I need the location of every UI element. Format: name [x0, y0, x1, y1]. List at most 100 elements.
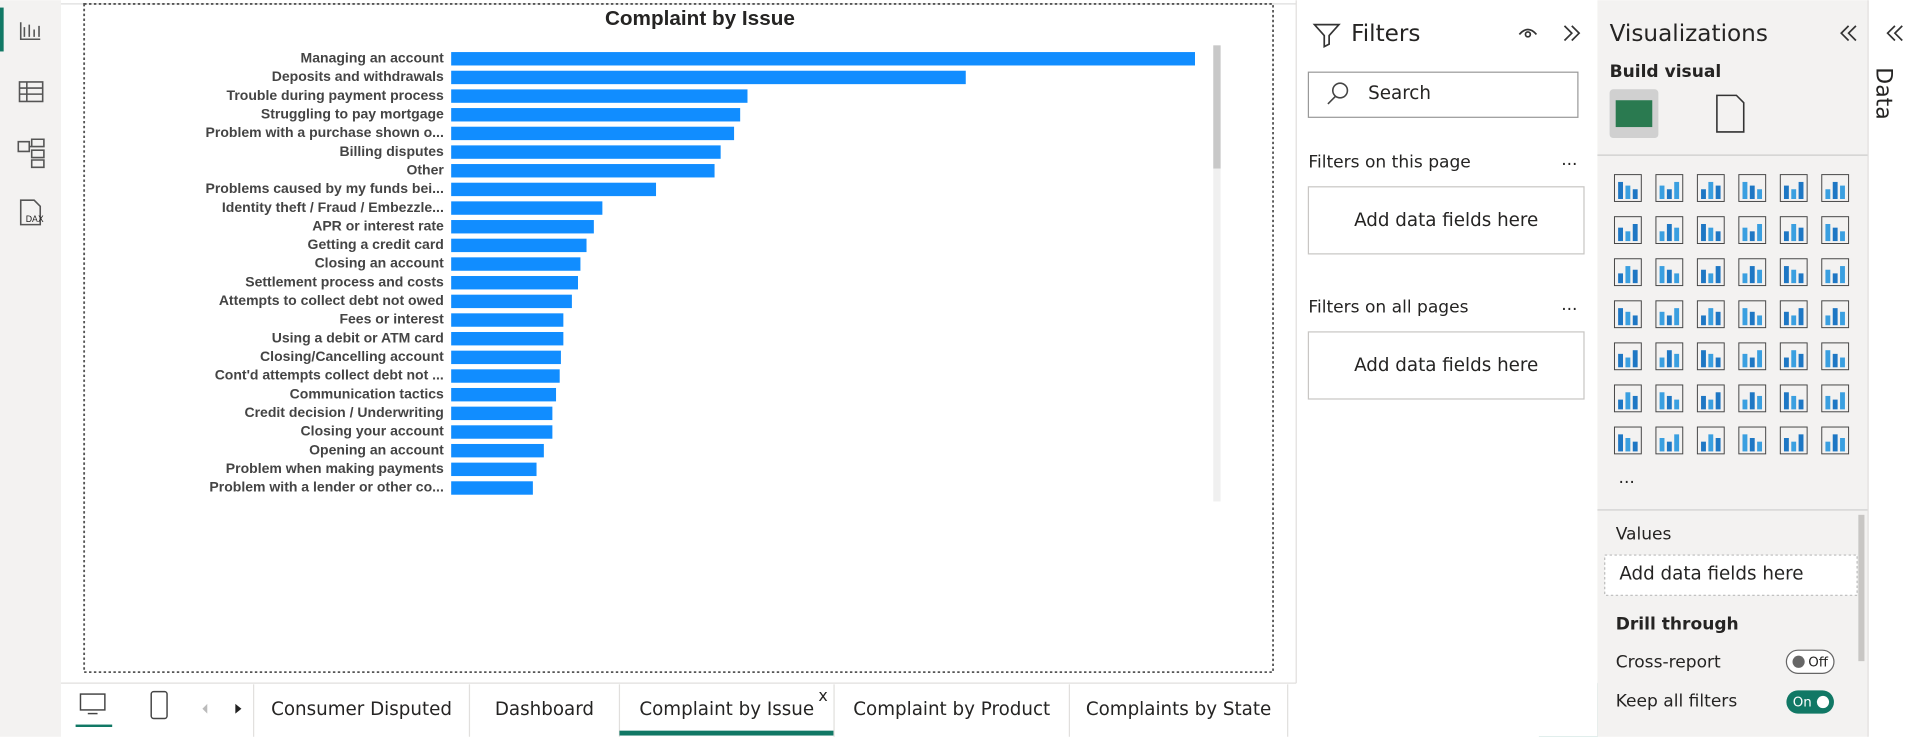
visual-icon[interactable]	[1779, 258, 1808, 287]
visual-border[interactable]	[83, 2, 1274, 674]
visual-icon[interactable]	[1821, 384, 1850, 413]
bar[interactable]	[451, 126, 735, 141]
eye-icon[interactable]	[1518, 28, 1538, 38]
bar[interactable]	[451, 201, 603, 215]
visual-icon[interactable]	[1779, 384, 1808, 413]
visual-icon[interactable]	[1613, 258, 1642, 287]
visual-icon[interactable]	[1613, 426, 1642, 455]
page-tab[interactable]: Complaint by Issue	[639, 699, 814, 720]
format-visual-tab[interactable]	[1716, 94, 1745, 133]
bar[interactable]	[451, 145, 721, 159]
bar[interactable]	[451, 108, 741, 122]
tab-close[interactable]: x	[818, 686, 827, 705]
visual-icon[interactable]	[1655, 174, 1684, 202]
page-tab[interactable]: Complaint by Product	[853, 699, 1050, 720]
bar[interactable]	[451, 313, 564, 327]
drop-zone[interactable]	[1604, 554, 1858, 596]
page-tab[interactable]: Complaints by State	[1086, 699, 1271, 720]
bar[interactable]	[451, 443, 544, 458]
collapse-filters[interactable]	[1563, 25, 1581, 42]
table-view-icon[interactable]	[18, 81, 44, 103]
more-options[interactable]: ...	[1561, 150, 1577, 170]
icon-shape	[1618, 399, 1624, 410]
more-options[interactable]: ...	[1561, 295, 1577, 315]
more-visuals[interactable]: ...	[1619, 468, 1635, 488]
visual-icon[interactable]	[1613, 216, 1642, 245]
bar[interactable]	[451, 406, 553, 421]
bar[interactable]	[451, 89, 748, 103]
bar[interactable]	[451, 220, 594, 234]
visual-icon[interactable]	[1738, 216, 1767, 245]
mobile-icon[interactable]	[150, 690, 168, 720]
visual-icon[interactable]	[1738, 342, 1767, 371]
visual-icon[interactable]	[1738, 300, 1767, 329]
visual-icon[interactable]	[1655, 384, 1684, 413]
visual-icon[interactable]	[1696, 174, 1725, 202]
icon-frame	[1655, 426, 1684, 455]
visual-icon[interactable]	[1779, 426, 1808, 455]
icon-shape	[1791, 315, 1797, 326]
report-view-icon[interactable]	[19, 22, 41, 41]
collapse-visualizations[interactable]	[1840, 25, 1857, 42]
visual-icon[interactable]	[1696, 426, 1725, 455]
visual-icon[interactable]	[1779, 216, 1808, 245]
bar[interactable]	[451, 182, 657, 197]
visual-icon[interactable]	[1655, 426, 1684, 455]
visual-icon[interactable]	[1655, 258, 1684, 287]
tab-prev[interactable]	[202, 703, 208, 714]
dax-view-icon[interactable]	[19, 199, 42, 226]
bar[interactable]	[451, 294, 572, 309]
visual-icon[interactable]	[1613, 174, 1642, 202]
visual-icon[interactable]	[1696, 216, 1725, 245]
bar[interactable]	[451, 350, 561, 365]
page-tab[interactable]: Dashboard	[495, 699, 594, 720]
visual-icon[interactable]	[1779, 174, 1808, 202]
visual-icon[interactable]	[1821, 174, 1850, 202]
visual-icon[interactable]	[1613, 342, 1642, 371]
visual-icon[interactable]	[1779, 342, 1808, 371]
viz-scrollbar[interactable]	[1858, 514, 1865, 662]
bar[interactable]	[451, 481, 533, 495]
visual-icon[interactable]	[1613, 300, 1642, 329]
bar[interactable]	[451, 52, 1195, 66]
bar[interactable]	[451, 164, 715, 178]
bar[interactable]	[451, 331, 564, 346]
visual-icon[interactable]	[1613, 384, 1642, 413]
icon-frame	[1738, 384, 1767, 413]
page-tab[interactable]: Consumer Disputed	[271, 699, 452, 720]
visual-icon[interactable]	[1655, 342, 1684, 371]
visual-icon[interactable]	[1821, 216, 1850, 245]
model-view-icon[interactable]	[17, 138, 45, 169]
visual-icon[interactable]	[1696, 342, 1725, 371]
drop-zone[interactable]	[1307, 331, 1585, 400]
visual-icon[interactable]	[1821, 342, 1850, 371]
bar[interactable]	[451, 387, 557, 402]
scrollbar-thumb[interactable]	[1213, 45, 1221, 169]
bar[interactable]	[451, 425, 553, 439]
visual-icon[interactable]	[1738, 426, 1767, 455]
visual-icon[interactable]	[1696, 384, 1725, 413]
visual-icon[interactable]	[1655, 300, 1684, 329]
visual-icon[interactable]	[1696, 258, 1725, 287]
visual-icon[interactable]	[1738, 174, 1767, 202]
bar[interactable]	[451, 238, 587, 253]
visual-icon[interactable]	[1821, 300, 1850, 329]
icon-frame	[1696, 384, 1725, 413]
expand-data[interactable]	[1886, 25, 1903, 42]
bar[interactable]	[451, 276, 578, 290]
bar[interactable]	[451, 257, 581, 271]
visual-icon[interactable]	[1655, 216, 1684, 245]
visual-icon[interactable]	[1779, 300, 1808, 329]
tab-next[interactable]	[235, 703, 242, 714]
bar[interactable]	[451, 462, 537, 477]
visual-icon[interactable]	[1738, 258, 1767, 287]
drop-zone[interactable]	[1307, 186, 1585, 255]
bar[interactable]	[451, 369, 560, 383]
visual-icon[interactable]	[1821, 258, 1850, 287]
visual-icon[interactable]	[1821, 426, 1850, 455]
visual-icon[interactable]	[1696, 300, 1725, 329]
search-box[interactable]	[1307, 71, 1579, 118]
bar[interactable]	[451, 70, 966, 85]
visual-icon[interactable]	[1738, 384, 1767, 413]
desktop-icon[interactable]	[79, 693, 106, 711]
